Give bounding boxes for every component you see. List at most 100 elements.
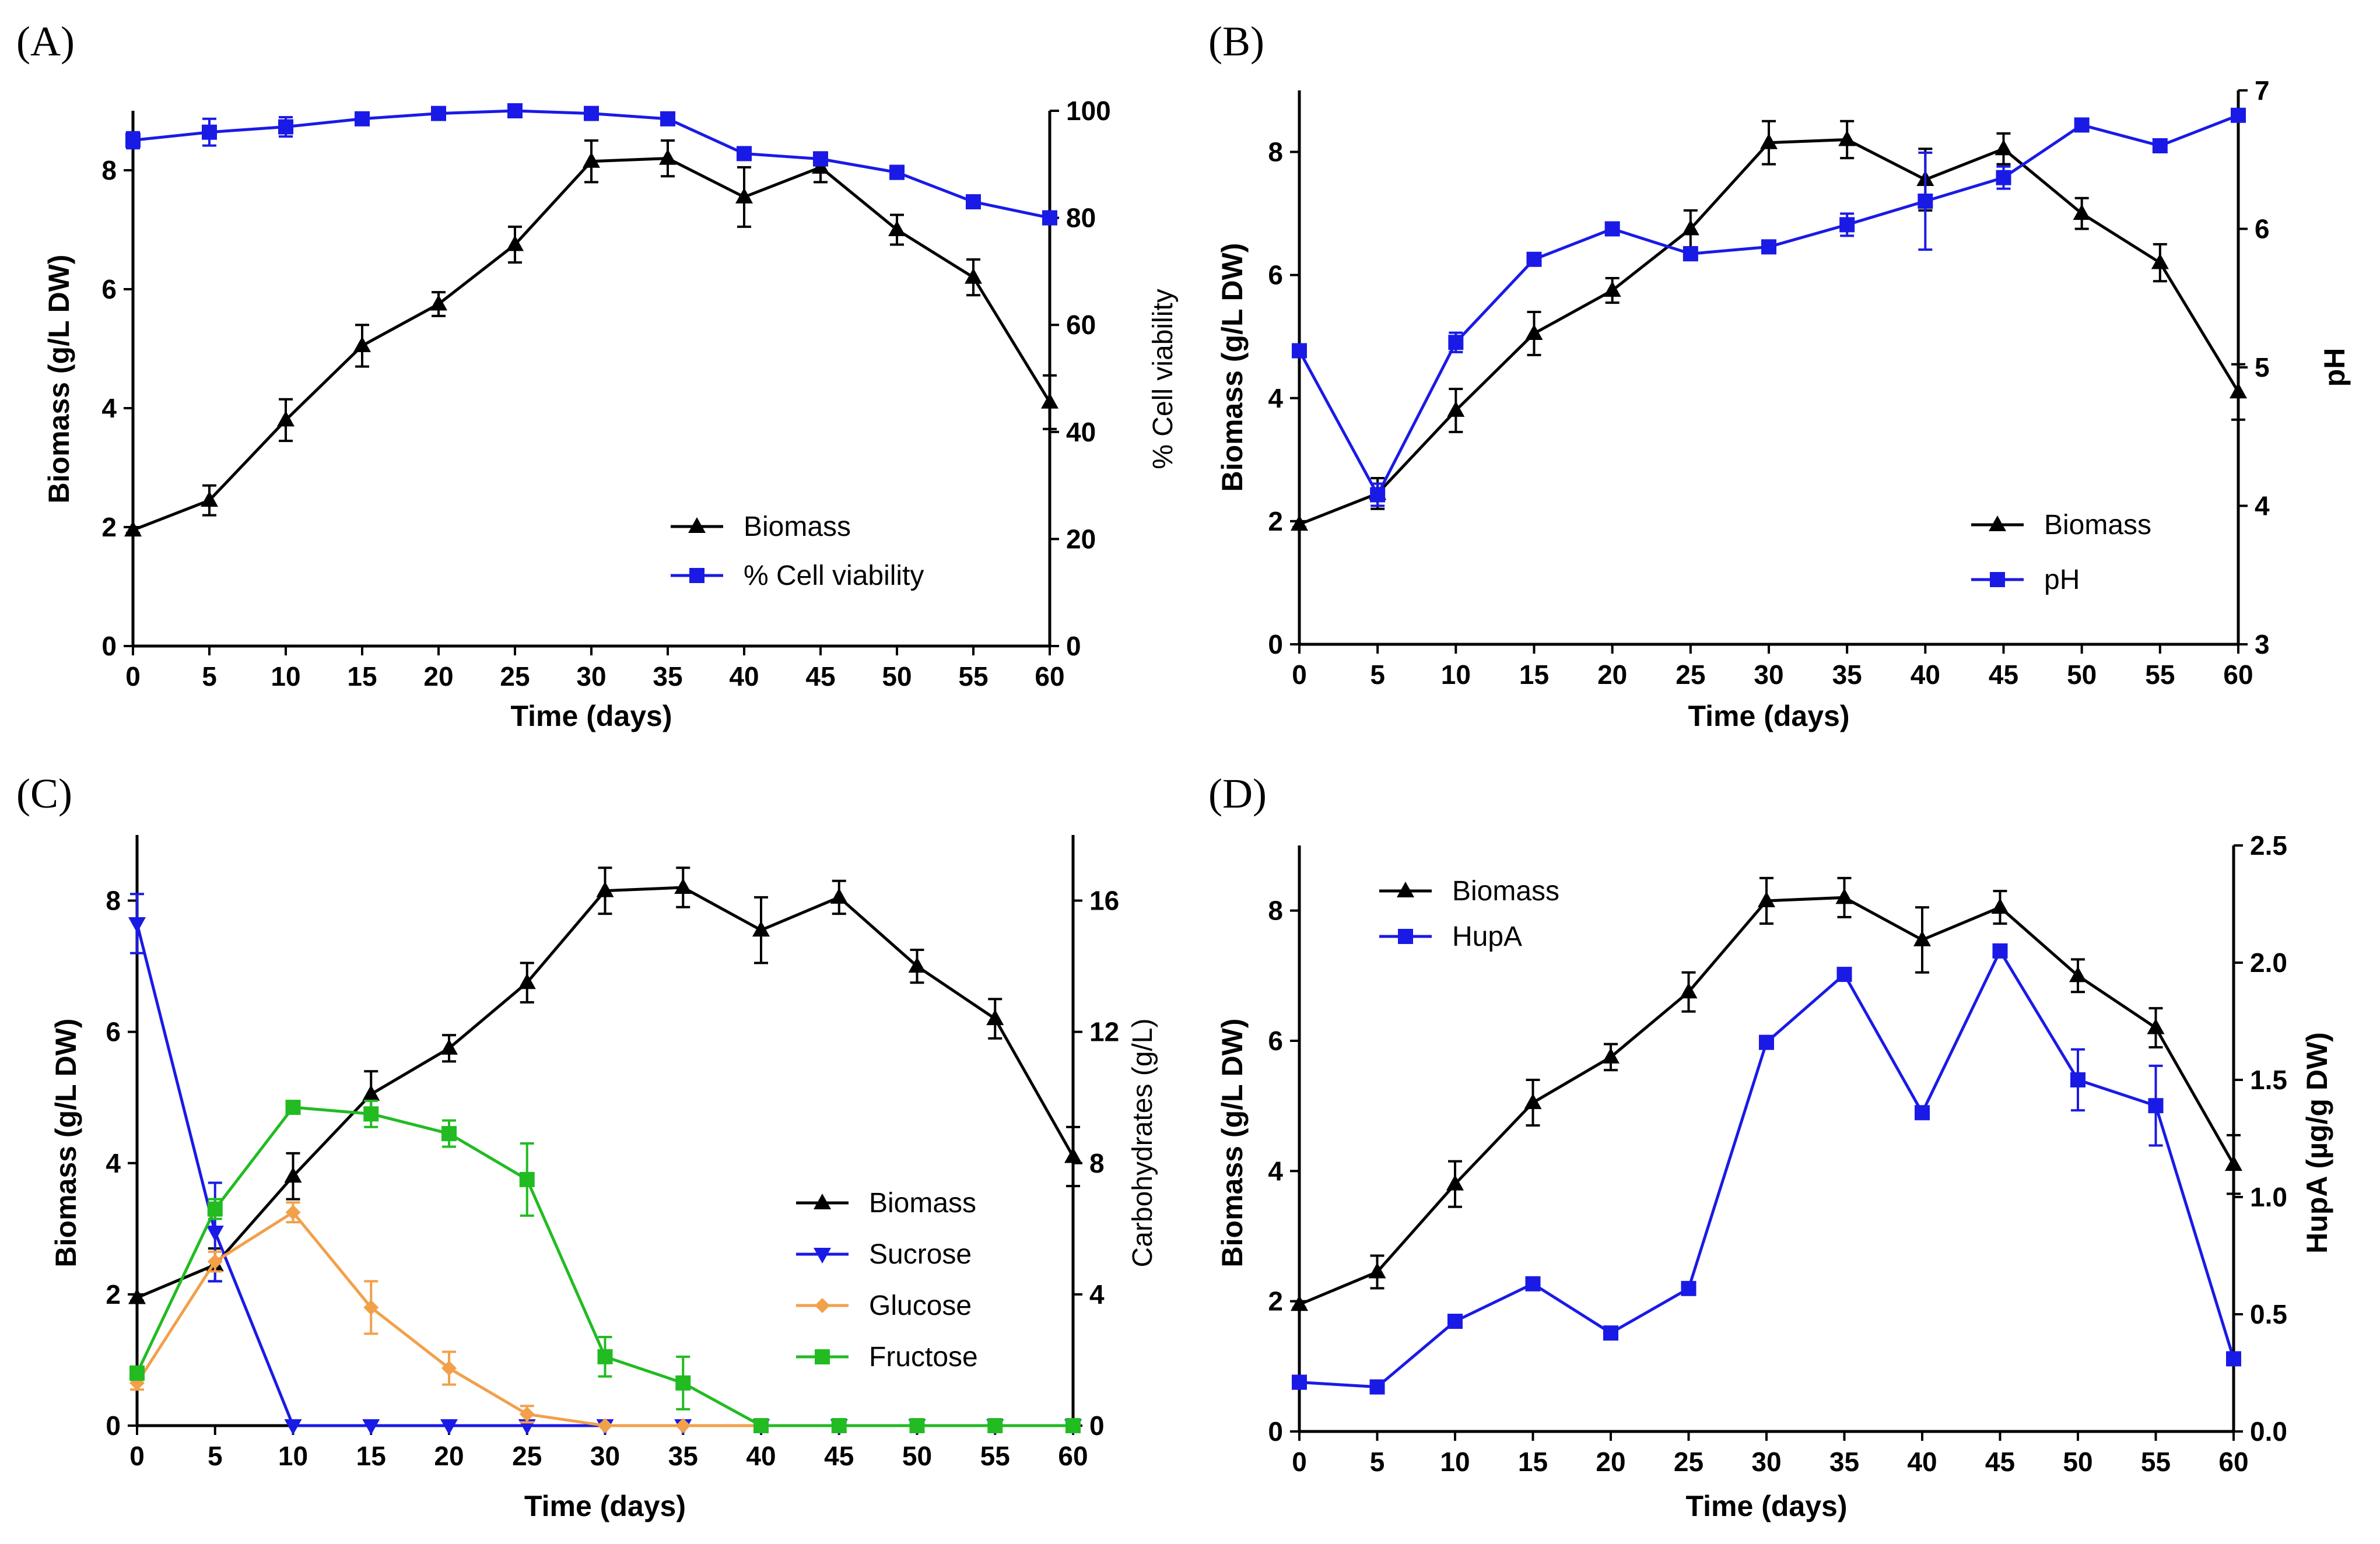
- x-tick-label: 10: [278, 1441, 308, 1471]
- data-point: [1291, 1295, 1308, 1311]
- data-point: [284, 1419, 302, 1435]
- y-right-tick-label: 4: [2255, 491, 2270, 521]
- y-right-tick-label: 60: [1066, 310, 1096, 340]
- chart-panel-3: (C)0 5 10 15 20 25 30 35 40 45 50 55 60024680481216T…: [16, 770, 1158, 1522]
- y-left-tick-label: 4: [1268, 1156, 1283, 1186]
- legend-marker: [814, 1194, 831, 1209]
- y-left-tick-label: 6: [101, 274, 117, 304]
- y-left-axis-title: Biomass (g/L DW): [50, 1019, 82, 1268]
- data-point: [519, 1406, 535, 1422]
- data-point: [1681, 219, 1699, 236]
- data-point: [888, 220, 906, 236]
- data-point: [1996, 170, 2011, 185]
- chart-panel-1: (A)0 5 10 15 20 25 30 35 40 45 50 55 600246802040608…: [16, 18, 1179, 732]
- y-left-tick-label: 2: [101, 512, 117, 542]
- data-point: [1447, 1314, 1463, 1329]
- data-point: [965, 268, 982, 284]
- series-line-hupa: [1299, 948, 2235, 1389]
- data-point: [1524, 1093, 1542, 1110]
- data-point: [440, 1038, 458, 1055]
- x-tick-label: 15: [356, 1441, 386, 1471]
- data-point: [752, 921, 770, 937]
- data-point: [1839, 217, 1855, 233]
- panel-label: (C): [16, 770, 72, 817]
- data-point: [596, 881, 614, 897]
- data-point: [660, 111, 675, 127]
- data-point: [519, 1171, 535, 1187]
- data-point: [362, 1419, 380, 1435]
- data-point: [2230, 383, 2247, 399]
- data-point: [987, 1418, 1003, 1433]
- y-left-tick-label: 8: [1268, 896, 1283, 926]
- y-left-axis-title: Biomass (g/L DW): [1216, 1019, 1249, 1268]
- data-point: [1759, 1034, 1774, 1050]
- data-point: [1525, 324, 1543, 340]
- y-right-tick-label: 5: [2255, 352, 2270, 383]
- data-point: [202, 124, 217, 140]
- y-left-tick-label: 0: [1268, 629, 1283, 659]
- data-point: [507, 103, 523, 118]
- data-point: [1995, 139, 2013, 156]
- data-point: [830, 887, 848, 904]
- x-tick-label: 20: [1596, 1447, 1625, 1477]
- y-left-axis-title: Biomass (g/L DW): [43, 255, 75, 504]
- data-point: [1991, 898, 2009, 914]
- data-point: [1065, 1418, 1081, 1433]
- y-right-tick-label: 3: [2255, 629, 2270, 659]
- data-point: [1446, 1174, 1464, 1191]
- y-left-tick-label: 2: [106, 1279, 121, 1310]
- x-tick-label: 30: [1751, 1447, 1781, 1477]
- x-tick-label: 25: [500, 661, 530, 692]
- data-point: [124, 521, 142, 537]
- legend-label: Sucrose: [869, 1239, 972, 1270]
- data-point: [1525, 1276, 1541, 1292]
- x-tick-label: 50: [882, 661, 912, 692]
- x-tick-label: 5: [1370, 1447, 1385, 1477]
- data-point: [285, 1205, 301, 1220]
- data-point: [129, 1365, 145, 1381]
- data-point: [363, 1300, 379, 1315]
- x-tick-label: 55: [2145, 659, 2175, 690]
- data-point: [2070, 1072, 2085, 1087]
- series-biomass: [128, 866, 1082, 1304]
- data-point: [1369, 1379, 1385, 1395]
- legend-marker: [1990, 572, 2005, 587]
- data-point: [1602, 1047, 1620, 1064]
- data-point: [440, 1419, 458, 1435]
- series-biomass: [124, 139, 1058, 537]
- y-right-tick-label: 0: [1089, 1410, 1105, 1441]
- y-right-tick-label: 80: [1066, 203, 1096, 233]
- data-point: [1683, 246, 1698, 262]
- y-right-tick-label: 6: [2255, 214, 2270, 244]
- y-left-tick-label: 0: [101, 631, 117, 661]
- data-point: [128, 1288, 146, 1304]
- data-point: [2069, 966, 2087, 982]
- data-point: [1292, 1374, 1307, 1390]
- y-right-tick-label: 2.5: [2250, 830, 2287, 861]
- legend-marker: [689, 568, 704, 583]
- series-line-biomass: [136, 886, 1075, 1299]
- data-point: [1448, 335, 1464, 350]
- data-point: [2231, 107, 2246, 123]
- y-right-tick-label: 0.0: [2250, 1416, 2287, 1447]
- data-point: [889, 164, 905, 180]
- data-point: [1838, 130, 1856, 146]
- data-point: [207, 1201, 223, 1217]
- data-point: [1064, 1147, 1082, 1163]
- x-tick-label: 50: [902, 1441, 932, 1471]
- x-tick-label: 55: [2141, 1447, 2171, 1477]
- x-tick-label: 60: [2223, 659, 2253, 690]
- x-tick-label: 15: [1519, 659, 1549, 690]
- panel-label: (D): [1208, 770, 1267, 817]
- panel-label: (B): [1208, 18, 1264, 65]
- x-tick-label: 50: [2063, 1447, 2092, 1477]
- x-tick-label: 5: [1370, 659, 1385, 690]
- y-left-tick-label: 8: [106, 886, 121, 916]
- data-point: [966, 194, 981, 210]
- y-right-tick-label: 7: [2255, 75, 2270, 106]
- data-point: [1760, 133, 1778, 149]
- y-left-tick-label: 6: [1268, 1026, 1283, 1056]
- x-tick-label: 10: [1441, 659, 1471, 690]
- series-ph: [1292, 107, 2246, 507]
